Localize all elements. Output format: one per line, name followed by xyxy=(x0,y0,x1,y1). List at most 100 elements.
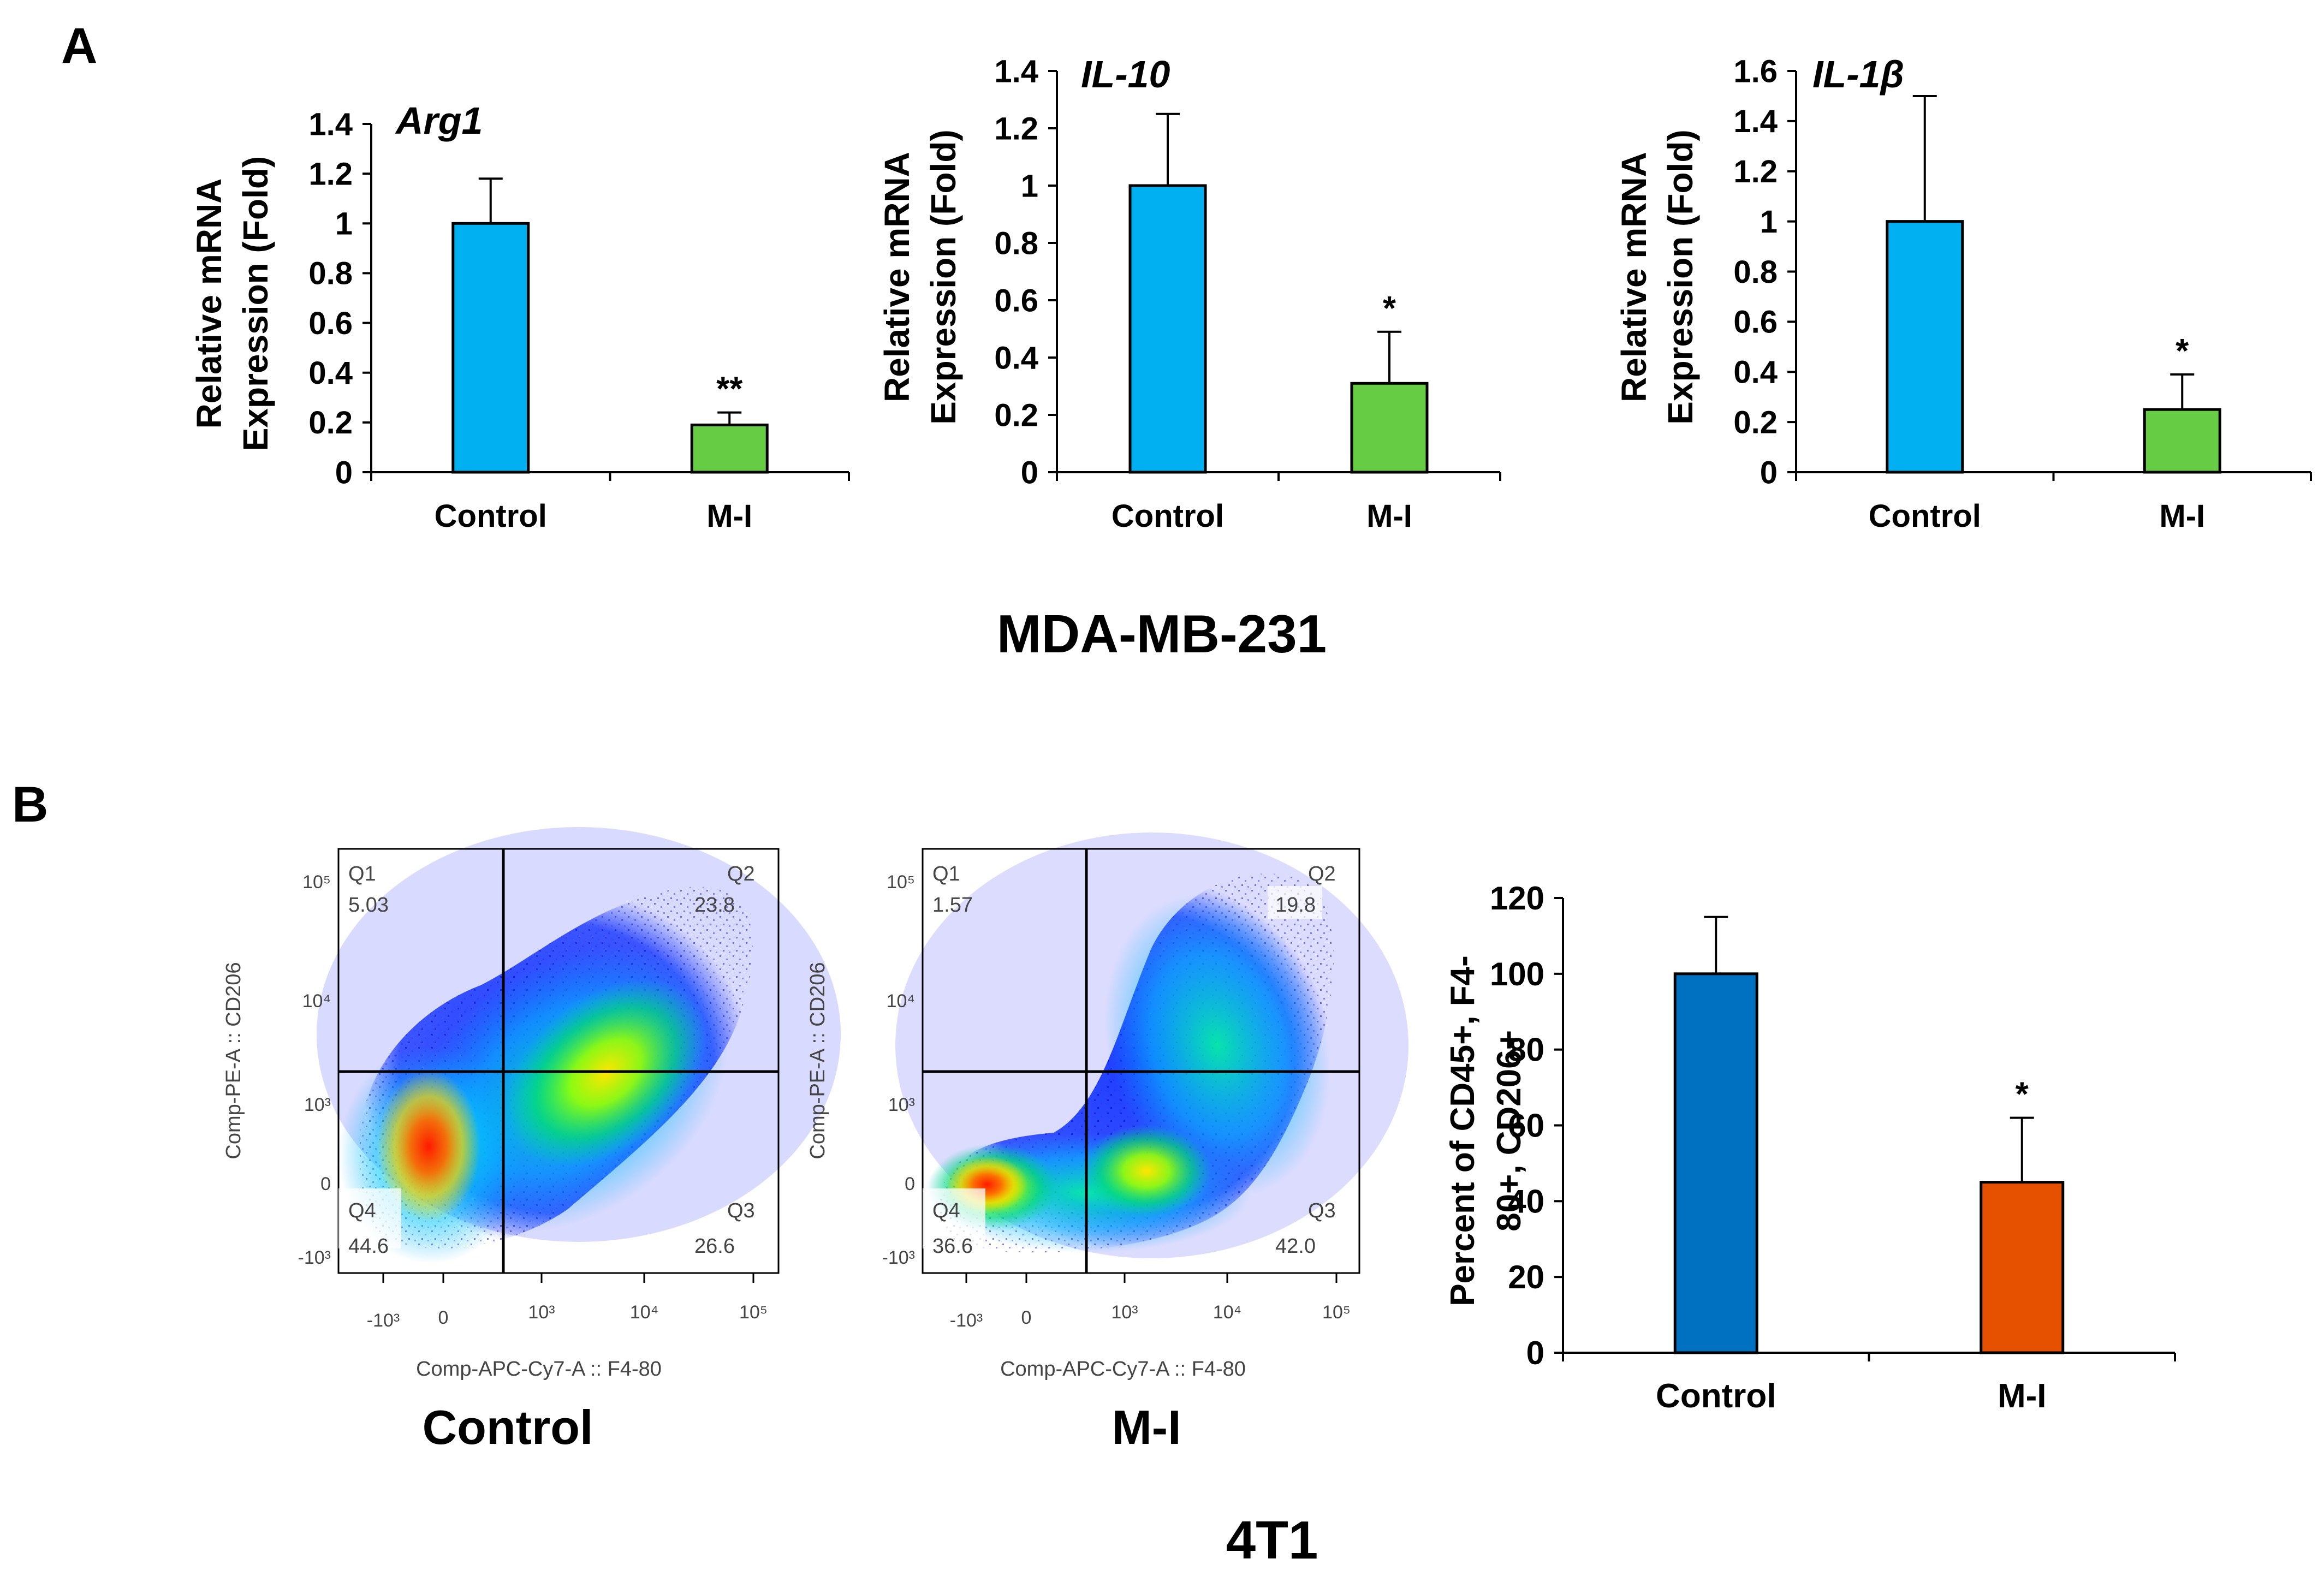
x-axis-ticks xyxy=(965,1273,1338,1283)
quadrant-q3-name: Q3 xyxy=(1308,1199,1336,1222)
y-tick-label: 80 xyxy=(1508,1032,1544,1068)
chart-title: Arg1 xyxy=(395,99,483,142)
quadrant-q1-name: Q1 xyxy=(348,863,376,885)
bar-m-i xyxy=(2143,408,2221,474)
y-tick-label: 1.2 xyxy=(994,111,1038,146)
x-tick-labels: -10³ 0 10³ 10⁴ 10⁵ xyxy=(367,1302,768,1331)
significance-marker: * xyxy=(2176,332,2189,370)
y-tick-label: 1 xyxy=(1760,204,1778,240)
x-tick-label: 10³ xyxy=(1111,1302,1138,1323)
x-tick-label: 10⁵ xyxy=(1322,1302,1351,1323)
category-label: Control xyxy=(1112,498,1224,534)
bar-control xyxy=(1673,972,1758,1354)
flow-plot-title: Control xyxy=(423,1400,593,1454)
panel-label-a: A xyxy=(61,18,97,74)
x-tick-label: 0 xyxy=(1021,1307,1032,1328)
y-tick-label: 0 xyxy=(335,455,353,490)
significance-marker: * xyxy=(2016,1076,2029,1114)
category-label: Control xyxy=(435,498,547,534)
y-tick-label: -10³ xyxy=(298,1247,331,1268)
y-tick-label: 0 xyxy=(1760,455,1778,490)
panel-a-caption: MDA-MB-231 xyxy=(997,604,1327,664)
quadrant-q4-value: 44.6 xyxy=(348,1235,389,1258)
chart-title: IL-1β xyxy=(1812,53,1904,96)
quadrant-q1-value: 1.57 xyxy=(932,894,973,917)
y-tick-label: 0.2 xyxy=(1733,405,1778,440)
bar-control xyxy=(1886,220,1964,474)
bar-control xyxy=(1128,184,1207,474)
y-tick-label: 0 xyxy=(1526,1335,1544,1371)
quadrant-q4-value: 36.6 xyxy=(932,1235,973,1258)
y-tick-label: 0 xyxy=(320,1174,331,1194)
y-tick-label: 40 xyxy=(1508,1183,1544,1220)
bar-chart-arg1: 0 0.2 0.4 0.6 0.8 1 1.2 1.4 Control M-I ** Relative… xyxy=(189,99,850,534)
bar-control xyxy=(451,222,530,474)
category-label: M-I xyxy=(1366,498,1412,534)
y-tick-label: 0.6 xyxy=(308,306,353,341)
y-tick-label: 0.4 xyxy=(994,340,1038,376)
x-axis-ticks xyxy=(382,1273,754,1283)
bar-chart-cd206-percent: 0 20 40 60 80 100 120 Control M-I * Percent of CD4… xyxy=(1444,880,2176,1415)
panel-label-b: B xyxy=(12,777,48,832)
quadrant-labels: Q1 1.57 Q2 19.8 Q3 42.0 Q4 36.6 xyxy=(932,863,1336,1258)
quadrant-q2-name: Q2 xyxy=(1308,863,1336,885)
flow-density-cloud xyxy=(317,827,841,1273)
x-tick-label: -10³ xyxy=(367,1310,400,1331)
y-tick-label: 10⁴ xyxy=(302,991,331,1012)
y-tick-label: 0.2 xyxy=(308,405,353,441)
y-tick-label: 1.2 xyxy=(1733,154,1778,189)
y-axis-label: Relative mRNA xyxy=(1614,152,1654,402)
y-tick-label: 0.8 xyxy=(1733,254,1778,290)
significance-marker: ** xyxy=(716,371,743,408)
y-tick-label: 0 xyxy=(1021,455,1038,490)
significance-marker: * xyxy=(1383,290,1396,328)
bar-chart-il1b: 0 0.2 0.4 0.6 0.8 1 1.2 1.4 1.6 Control M-I * Relati… xyxy=(1614,53,2312,534)
x-tick-label: -10³ xyxy=(950,1310,983,1331)
quadrant-q1-value: 5.03 xyxy=(348,894,389,917)
flow-plot-mi: Q1 1.57 Q2 19.8 Q3 42.0 Q4 36.6 10⁵ 10⁴ … xyxy=(806,832,1408,1454)
y-tick-label: 0.6 xyxy=(1733,305,1778,340)
y-tick-label: 120 xyxy=(1490,880,1544,917)
y-tick-labels: 10⁵ 10⁴ 10³ 0 -10³ xyxy=(882,872,915,1268)
x-tick-label: 10⁴ xyxy=(1213,1302,1241,1323)
y-tick-label: 60 xyxy=(1508,1108,1544,1144)
category-label: M-I xyxy=(2159,498,2205,534)
y-axis-label: Expression (Fold) xyxy=(1661,129,1700,425)
bar-m-i xyxy=(690,423,769,474)
y-axis-label: Relative mRNA xyxy=(189,179,229,429)
y-tick-label: 0.8 xyxy=(994,225,1038,261)
quadrant-q1-name: Q1 xyxy=(932,863,960,885)
y-tick-label: 100 xyxy=(1490,956,1544,992)
y-axis-label: Relative mRNA xyxy=(877,152,917,402)
y-tick-label: 1 xyxy=(1021,168,1038,204)
quadrant-labels: Q1 5.03 Q2 23.8 Q3 26.6 Q4 44.6 xyxy=(348,863,755,1258)
y-tick-label: 10³ xyxy=(888,1095,915,1115)
quadrant-q2-name: Q2 xyxy=(727,863,755,885)
flow-density-cloud xyxy=(895,832,1408,1273)
y-axis-label: Comp-PE-A :: CD206 xyxy=(222,962,245,1159)
y-tick-label: 1.4 xyxy=(994,53,1038,89)
y-tick-label: 0 xyxy=(905,1174,915,1194)
quadrant-q2-value: 19.8 xyxy=(1275,894,1316,917)
flow-plot-control: Q1 5.03 Q2 23.8 Q3 26.6 Q4 44.6 10⁵ 10⁴ … xyxy=(222,827,841,1454)
x-tick-labels: -10³ 0 10³ 10⁴ 10⁵ xyxy=(950,1302,1351,1331)
y-tick-label: 10³ xyxy=(304,1095,331,1115)
quadrant-q4-name: Q4 xyxy=(932,1199,960,1222)
y-tick-label: 20 xyxy=(1508,1259,1544,1295)
y-tick-label: 0.2 xyxy=(994,397,1038,433)
quadrant-q3-value: 42.0 xyxy=(1275,1235,1316,1258)
y-tick-label: 10⁴ xyxy=(887,991,915,1012)
category-label: Control xyxy=(1656,1377,1776,1415)
y-axis-label: 80+, CD206+ xyxy=(1490,1030,1528,1232)
y-tick-label: 1.4 xyxy=(308,106,353,142)
y-axis-label: Percent of CD45+, F4- xyxy=(1444,955,1482,1306)
bar-m-i xyxy=(1350,382,1429,474)
y-tick-label: 1.2 xyxy=(308,156,353,192)
x-axis-label: Comp-APC-Cy7-A :: F4-80 xyxy=(416,1358,662,1381)
y-tick-label: 0.8 xyxy=(308,256,353,292)
panel-b-caption: 4T1 xyxy=(1226,1510,1318,1570)
x-axis-label: Comp-APC-Cy7-A :: F4-80 xyxy=(1000,1358,1246,1381)
quadrant-q4-name: Q4 xyxy=(348,1199,376,1222)
y-tick-label: 10⁵ xyxy=(302,872,331,893)
